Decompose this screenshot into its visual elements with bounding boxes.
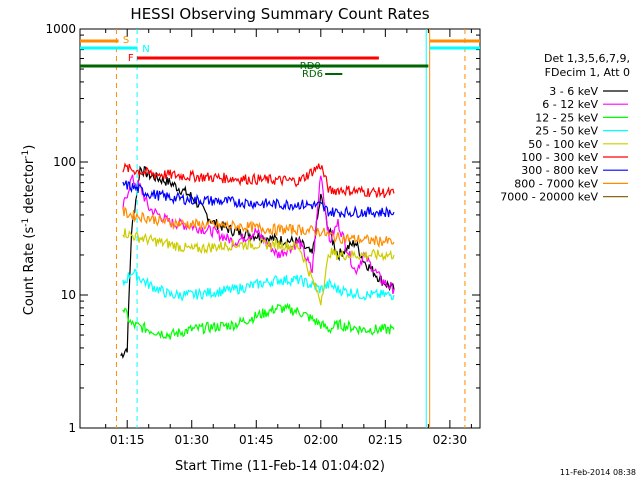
legend-label: 3 - 6 keV <box>549 85 598 98</box>
legend-label: 25 - 50 keV <box>535 125 598 138</box>
plot-frame <box>79 28 481 429</box>
legend-label: 800 - 7000 keV <box>514 177 598 190</box>
legend-label: 50 - 100 keV <box>528 138 598 151</box>
x-tick-label: 02:00 <box>304 433 339 447</box>
x-tick-label: 02:15 <box>368 433 403 447</box>
x-tick-label: 01:15 <box>110 433 145 447</box>
legend-label: 7000 - 20000 keV <box>500 191 598 204</box>
series-line <box>122 302 395 340</box>
series-line <box>122 228 395 306</box>
series-line <box>122 162 395 199</box>
tick-labels: 1 10 100 1000 01:15 01:30 01:45 02:00 02:15 02:30 <box>45 22 467 447</box>
x-tick-label: 01:45 <box>239 433 274 447</box>
flag-label: F <box>128 53 134 64</box>
y-tick-label: 1000 <box>45 22 76 36</box>
flag-label: RD0 <box>300 61 321 72</box>
series-line <box>122 269 395 302</box>
legend-label: 100 - 300 keV <box>521 151 598 164</box>
series-line <box>120 165 395 359</box>
legend-header-1: Det 1,3,5,6,7,9, <box>544 52 630 65</box>
legend-label: 300 - 800 keV <box>521 164 598 177</box>
footer-timestamp: 11-Feb-2014 08:38 <box>560 468 636 477</box>
x-axis-label: Start Time (11-Feb-14 01:04:02) <box>175 459 385 474</box>
legend-label: 6 - 12 keV <box>542 98 598 111</box>
series-line <box>122 206 395 249</box>
flag-label: RD6 <box>302 69 323 80</box>
x-tick-label: 02:30 <box>433 433 468 447</box>
legend-header-2: FDecim 1, Att 0 <box>545 66 630 79</box>
flag-label: N <box>142 44 149 55</box>
flag-label: S <box>123 35 129 46</box>
y-tick-label: 100 <box>53 155 76 169</box>
series-line <box>122 180 395 219</box>
tick-marks <box>80 28 480 429</box>
series-lines <box>120 162 395 359</box>
legend-label: 12 - 25 keV <box>535 111 598 124</box>
y-tick-label: 1 <box>68 421 76 435</box>
chart-title: HESSI Observing Summary Count Rates <box>130 5 429 23</box>
y-axis-label: Count Rate (s-1 detector-1) <box>21 145 37 316</box>
x-tick-label: 01:30 <box>174 433 209 447</box>
y-tick-label: 10 <box>61 288 76 302</box>
